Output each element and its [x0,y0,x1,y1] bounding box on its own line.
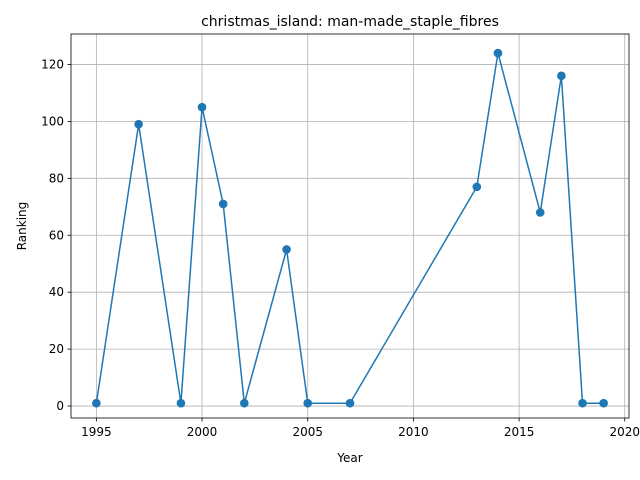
data-point [493,48,503,58]
x-tick-label: 2010 [398,425,429,439]
plot-frame [70,33,630,419]
x-axis-label: Year [336,451,362,465]
y-tick-label: 60 [49,228,64,242]
y-tick-label: 120 [41,57,64,71]
y-tick-label: 100 [41,114,64,128]
x-tick-label: 2015 [504,425,535,439]
x-tick-label: 2020 [609,425,640,439]
x-tick-label: 2000 [187,425,218,439]
y-tick-label: 80 [49,171,64,185]
x-tick-label: 1995 [81,425,112,439]
data-point [282,245,291,254]
y-tick-label: 0 [56,399,64,413]
data-point [578,398,587,408]
data-point [92,398,101,408]
data-point [303,398,313,408]
series-layer [92,48,608,408]
y-tick-label: 40 [49,285,64,299]
data-point [197,102,207,112]
data-point [176,398,186,408]
y-axis-label: Ranking [15,202,29,251]
y-tick-label: 20 [49,342,64,356]
data-point [535,208,545,217]
data-point [599,398,608,408]
data-point [134,119,143,129]
x-tick-label: 2005 [292,425,323,439]
data-point [240,398,249,408]
data-point [472,182,482,192]
data-point [557,71,566,81]
axis-ticks: 1995 2000 2005 2010 2015 2020 0 20 40 60 80 100 120 [41,57,640,439]
chart-title: christmas_island: man-made_staple_fibres [201,14,499,30]
data-point [218,199,228,209]
data-point [345,398,355,408]
